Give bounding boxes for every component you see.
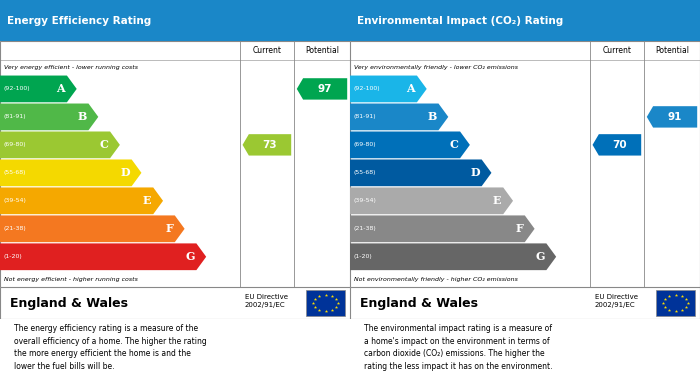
- Polygon shape: [350, 215, 535, 242]
- Polygon shape: [0, 131, 120, 158]
- Text: England & Wales: England & Wales: [10, 296, 129, 310]
- Text: 73: 73: [262, 140, 277, 150]
- Polygon shape: [0, 215, 185, 242]
- Polygon shape: [350, 187, 513, 214]
- Text: C: C: [99, 139, 108, 151]
- Text: A: A: [407, 83, 415, 94]
- Polygon shape: [647, 106, 697, 127]
- Text: (21-38): (21-38): [354, 226, 377, 231]
- Text: Not environmentally friendly - higher CO₂ emissions: Not environmentally friendly - higher CO…: [354, 277, 517, 282]
- Text: (81-91): (81-91): [4, 115, 26, 119]
- Text: The energy efficiency rating is a measure of the
overall efficiency of a home. T: The energy efficiency rating is a measur…: [14, 325, 206, 371]
- Polygon shape: [0, 160, 141, 186]
- Bar: [307, 290, 344, 316]
- Polygon shape: [0, 187, 163, 214]
- Polygon shape: [592, 134, 641, 156]
- Text: (21-38): (21-38): [4, 226, 27, 231]
- Bar: [657, 290, 694, 316]
- Text: F: F: [515, 223, 523, 234]
- Polygon shape: [0, 243, 206, 270]
- Text: (39-54): (39-54): [4, 198, 27, 203]
- Text: (81-91): (81-91): [354, 115, 376, 119]
- Text: D: D: [120, 167, 130, 178]
- Text: (69-80): (69-80): [4, 142, 26, 147]
- Text: Very energy efficient - lower running costs: Very energy efficient - lower running co…: [4, 65, 137, 70]
- Text: (69-80): (69-80): [354, 142, 376, 147]
- Polygon shape: [350, 104, 448, 130]
- Text: (1-20): (1-20): [354, 254, 372, 259]
- Polygon shape: [0, 104, 98, 130]
- Text: Potential: Potential: [655, 46, 689, 55]
- Polygon shape: [297, 78, 347, 100]
- Text: 70: 70: [612, 140, 627, 150]
- Text: G: G: [185, 251, 195, 262]
- Text: (92-100): (92-100): [354, 86, 380, 91]
- Text: C: C: [449, 139, 459, 151]
- Text: (39-54): (39-54): [354, 198, 377, 203]
- Text: 91: 91: [668, 112, 682, 122]
- Text: D: D: [470, 167, 480, 178]
- Text: Not energy efficient - higher running costs: Not energy efficient - higher running co…: [4, 277, 137, 282]
- Polygon shape: [350, 75, 427, 102]
- Text: (55-68): (55-68): [4, 170, 26, 175]
- Text: (55-68): (55-68): [354, 170, 376, 175]
- Text: England & Wales: England & Wales: [360, 296, 479, 310]
- Text: Potential: Potential: [305, 46, 339, 55]
- Text: G: G: [535, 251, 545, 262]
- Text: Energy Efficiency Rating: Energy Efficiency Rating: [7, 16, 151, 25]
- Text: A: A: [57, 83, 65, 94]
- Text: The environmental impact rating is a measure of
a home's impact on the environme: The environmental impact rating is a mea…: [364, 325, 552, 371]
- Text: E: E: [143, 196, 151, 206]
- Text: Environmental Impact (CO₂) Rating: Environmental Impact (CO₂) Rating: [357, 16, 564, 25]
- Text: E: E: [493, 196, 501, 206]
- Text: Current: Current: [253, 46, 281, 55]
- Polygon shape: [0, 75, 77, 102]
- Polygon shape: [243, 134, 291, 156]
- Polygon shape: [350, 131, 470, 158]
- Text: EU Directive
2002/91/EC: EU Directive 2002/91/EC: [595, 294, 638, 308]
- Text: Current: Current: [603, 46, 631, 55]
- Polygon shape: [350, 243, 556, 270]
- Text: B: B: [428, 111, 437, 122]
- Text: EU Directive
2002/91/EC: EU Directive 2002/91/EC: [245, 294, 288, 308]
- Text: (92-100): (92-100): [4, 86, 30, 91]
- Text: (1-20): (1-20): [4, 254, 22, 259]
- Text: F: F: [165, 223, 173, 234]
- Text: B: B: [78, 111, 87, 122]
- Text: 97: 97: [318, 84, 332, 94]
- Polygon shape: [350, 160, 491, 186]
- Text: Very environmentally friendly - lower CO₂ emissions: Very environmentally friendly - lower CO…: [354, 65, 517, 70]
